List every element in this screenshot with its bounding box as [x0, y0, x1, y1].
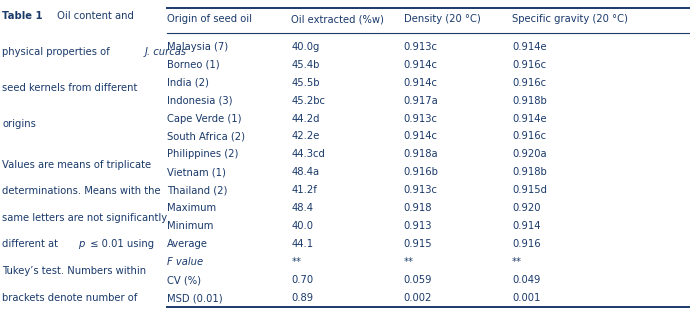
Text: India (2): India (2) [167, 78, 209, 88]
Text: 0.920: 0.920 [512, 203, 540, 213]
Text: Origin of seed oil: Origin of seed oil [167, 14, 252, 24]
Text: 48.4a: 48.4a [291, 167, 319, 177]
Text: Thailand (2): Thailand (2) [167, 185, 228, 195]
Text: 0.70: 0.70 [291, 275, 313, 285]
Text: 45.4b: 45.4b [291, 59, 319, 69]
Text: 0.914e: 0.914e [512, 42, 546, 52]
Text: Indonesia (3): Indonesia (3) [167, 95, 233, 105]
Text: South Africa (2): South Africa (2) [167, 131, 245, 141]
Text: 0.918b: 0.918b [512, 95, 546, 105]
Text: 0.915: 0.915 [404, 239, 432, 249]
Text: Oil extracted (%w): Oil extracted (%w) [291, 14, 384, 24]
Text: Minimum: Minimum [167, 221, 213, 231]
Text: MSD (0.01): MSD (0.01) [167, 293, 223, 303]
Text: 40.0: 40.0 [291, 221, 313, 231]
Text: 0.914e: 0.914e [512, 114, 546, 124]
Text: 0.002: 0.002 [404, 293, 432, 303]
Text: 0.916c: 0.916c [512, 78, 546, 88]
Text: Average: Average [167, 239, 208, 249]
Text: 44.1: 44.1 [291, 239, 313, 249]
Text: Philippines (2): Philippines (2) [167, 150, 238, 160]
Text: **: ** [404, 257, 413, 267]
Text: 0.914: 0.914 [512, 221, 540, 231]
Text: 0.916c: 0.916c [512, 131, 546, 141]
Text: 0.918: 0.918 [404, 203, 432, 213]
Text: CV (%): CV (%) [167, 275, 201, 285]
Text: 45.5b: 45.5b [291, 78, 319, 88]
Text: seed kernels from different: seed kernels from different [2, 83, 137, 93]
Text: 0.913c: 0.913c [404, 114, 437, 124]
Text: same letters are not significantly: same letters are not significantly [2, 213, 167, 223]
Text: Borneo (1): Borneo (1) [167, 59, 219, 69]
Text: 0.049: 0.049 [512, 275, 540, 285]
Text: ≤ 0.01 using: ≤ 0.01 using [86, 239, 154, 249]
Text: 45.2bc: 45.2bc [291, 95, 325, 105]
Text: 42.2e: 42.2e [291, 131, 319, 141]
Text: Tukey’s test. Numbers within: Tukey’s test. Numbers within [2, 266, 146, 276]
Text: F value: F value [167, 257, 203, 267]
Text: 0.913: 0.913 [404, 221, 432, 231]
Text: determinations. Means with the: determinations. Means with the [2, 186, 161, 196]
Text: 0.916c: 0.916c [512, 59, 546, 69]
Text: 0.001: 0.001 [512, 293, 540, 303]
Text: Values are means of triplicate: Values are means of triplicate [2, 160, 151, 170]
Text: physical properties of: physical properties of [2, 47, 113, 57]
Text: **: ** [512, 257, 522, 267]
Text: 0.917a: 0.917a [404, 95, 438, 105]
Text: brackets denote number of: brackets denote number of [2, 293, 137, 303]
Text: 44.2d: 44.2d [291, 114, 319, 124]
Text: **: ** [291, 257, 301, 267]
Text: Vietnam (1): Vietnam (1) [167, 167, 226, 177]
Text: Oil content and: Oil content and [55, 11, 135, 21]
Text: 48.4: 48.4 [291, 203, 313, 213]
Text: Specific gravity (20 °C): Specific gravity (20 °C) [512, 14, 628, 24]
Text: 0.914c: 0.914c [404, 78, 437, 88]
Text: 0.918a: 0.918a [404, 150, 438, 160]
Text: 0.916b: 0.916b [404, 167, 439, 177]
Text: 0.915d: 0.915d [512, 185, 547, 195]
Text: 44.3cd: 44.3cd [291, 150, 325, 160]
Text: Maximum: Maximum [167, 203, 216, 213]
Text: 41.2f: 41.2f [291, 185, 317, 195]
Text: 0.914c: 0.914c [404, 59, 437, 69]
Text: Table 1: Table 1 [2, 11, 43, 21]
Text: 0.918b: 0.918b [512, 167, 546, 177]
Text: 0.920a: 0.920a [512, 150, 546, 160]
Text: Malaysia (7): Malaysia (7) [167, 42, 228, 52]
Text: J. curcas: J. curcas [145, 47, 187, 57]
Text: 0.913c: 0.913c [404, 185, 437, 195]
Text: 0.916: 0.916 [512, 239, 540, 249]
Text: 0.059: 0.059 [404, 275, 432, 285]
Text: different at: different at [2, 239, 61, 249]
Text: 0.914c: 0.914c [404, 131, 437, 141]
Text: p: p [79, 239, 85, 249]
Text: origins: origins [2, 119, 36, 129]
Text: 40.0g: 40.0g [291, 42, 319, 52]
Text: 0.913c: 0.913c [404, 42, 437, 52]
Text: 0.89: 0.89 [291, 293, 313, 303]
Text: Cape Verde (1): Cape Verde (1) [167, 114, 242, 124]
Text: Density (20 °C): Density (20 °C) [404, 14, 480, 24]
